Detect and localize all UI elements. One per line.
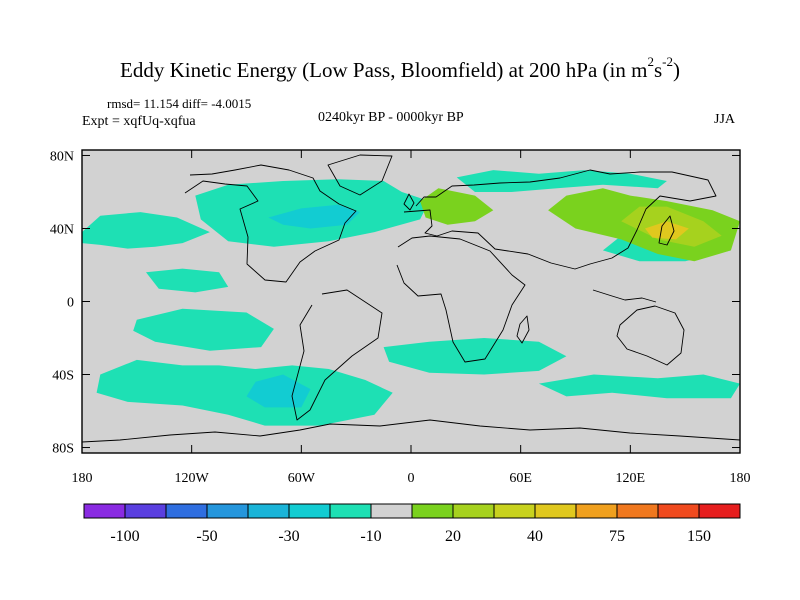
coast-madagascar [516, 315, 530, 344]
colorbar: -100 -50 -30 -10 20 40 75 150 [83, 503, 741, 545]
coast-north-america [184, 164, 357, 283]
map-layer [82, 150, 740, 453]
colorbar-label: 20 [445, 528, 461, 545]
region-south-indian-negative [383, 338, 567, 375]
y-tick-label: 80N [50, 149, 74, 164]
unit-s: s [653, 58, 663, 82]
colorbar-swatch [370, 503, 413, 519]
colorbar-label: -30 [278, 528, 299, 545]
y-tick-label: 80S [52, 442, 74, 457]
coast-uk [403, 193, 415, 211]
x-tick-label: 120W [175, 471, 210, 486]
region-tropical-east-pacific-negative [146, 268, 229, 293]
colorbar-swatch [288, 503, 331, 519]
chart-title: Eddy Kinetic Energy (Low Pass, Bloomfiel… [0, 55, 800, 83]
region-north-atlantic-core [268, 204, 360, 229]
region-southern-ocean-negative [538, 374, 740, 399]
colorbar-swatch [206, 503, 249, 519]
colorbar-label: -10 [360, 528, 381, 545]
coast-japan [658, 215, 675, 246]
coast-australia [616, 305, 685, 366]
region-south-america-negative [96, 359, 393, 426]
colorbar-swatch [165, 503, 208, 519]
region-south-america-core [246, 374, 311, 408]
x-tick-label: 0 [408, 471, 415, 486]
colorbar-swatch [411, 503, 454, 519]
experiment-label: Expt = xqfUq-xqfua [82, 114, 196, 129]
region-europe-positive [420, 188, 494, 225]
colorbar-swatch [247, 503, 290, 519]
title-close: ) [672, 58, 680, 82]
region-eurasia-negative [456, 170, 667, 192]
x-tick-label: 180 [72, 471, 93, 486]
region-north-pacific-negative [82, 212, 210, 249]
colorbar-label: 40 [527, 528, 543, 545]
coast-africa [396, 235, 526, 363]
colorbar-swatch [124, 503, 167, 519]
region-asia-peak [645, 221, 689, 240]
y-tick-label: 40N [50, 222, 74, 237]
unit-exponent-1: 2 [647, 54, 654, 69]
axes: 180 120W 60W 0 60E 120E 180 80N 40N 0 40S 80S [50, 149, 751, 486]
colorbar-swatch [493, 503, 536, 519]
coast-indonesia [592, 289, 657, 303]
coast-south-america [291, 289, 383, 421]
colorbar-label: 75 [609, 528, 625, 545]
colorbar-swatch [452, 503, 495, 519]
x-tick-label: 120E [616, 471, 646, 486]
colorbar-label: -100 [110, 528, 139, 545]
x-tick-label: 60E [509, 471, 532, 486]
colorbar-swatch [616, 503, 659, 519]
y-tick-label: 40S [52, 369, 74, 384]
colorbar-swatch [329, 503, 372, 519]
region-south-pacific-negative [133, 308, 274, 351]
season-label: JJA [714, 112, 736, 127]
coast-greenland [327, 154, 393, 196]
title-prefix: Eddy Kinetic Energy (Low Pass, Bloomfiel… [120, 58, 648, 82]
y-tick-label: 0 [67, 296, 74, 311]
rmsd-label: rmsd= 11.154 diff= -4.0015 [107, 96, 252, 111]
coastlines [81, 154, 741, 443]
colorbar-swatch [83, 503, 126, 519]
x-tick-label: 180 [730, 471, 751, 486]
coast-europe-asia [403, 169, 717, 270]
colorbar-swatch [534, 503, 577, 519]
x-tick-label: 60W [288, 471, 316, 486]
period-label: 0240kyr BP - 0000kyr BP [318, 110, 464, 125]
unit-exponent-2: -2 [662, 54, 673, 69]
colorbar-swatch [657, 503, 700, 519]
colorbar-swatch [698, 503, 741, 519]
coast-antarctica [81, 419, 741, 443]
colorbar-label: -50 [196, 528, 217, 545]
colorbar-swatch [575, 503, 618, 519]
colorbar-label: 150 [687, 528, 711, 545]
